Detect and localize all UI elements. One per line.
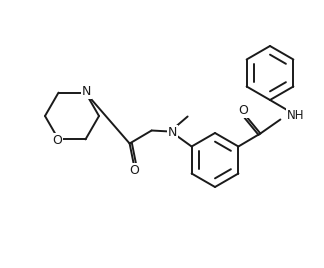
Text: N: N (168, 126, 177, 139)
Text: O: O (130, 164, 140, 177)
Text: O: O (238, 104, 248, 117)
Text: O: O (52, 134, 63, 147)
Text: N: N (82, 85, 91, 98)
Text: NH: NH (286, 109, 304, 122)
